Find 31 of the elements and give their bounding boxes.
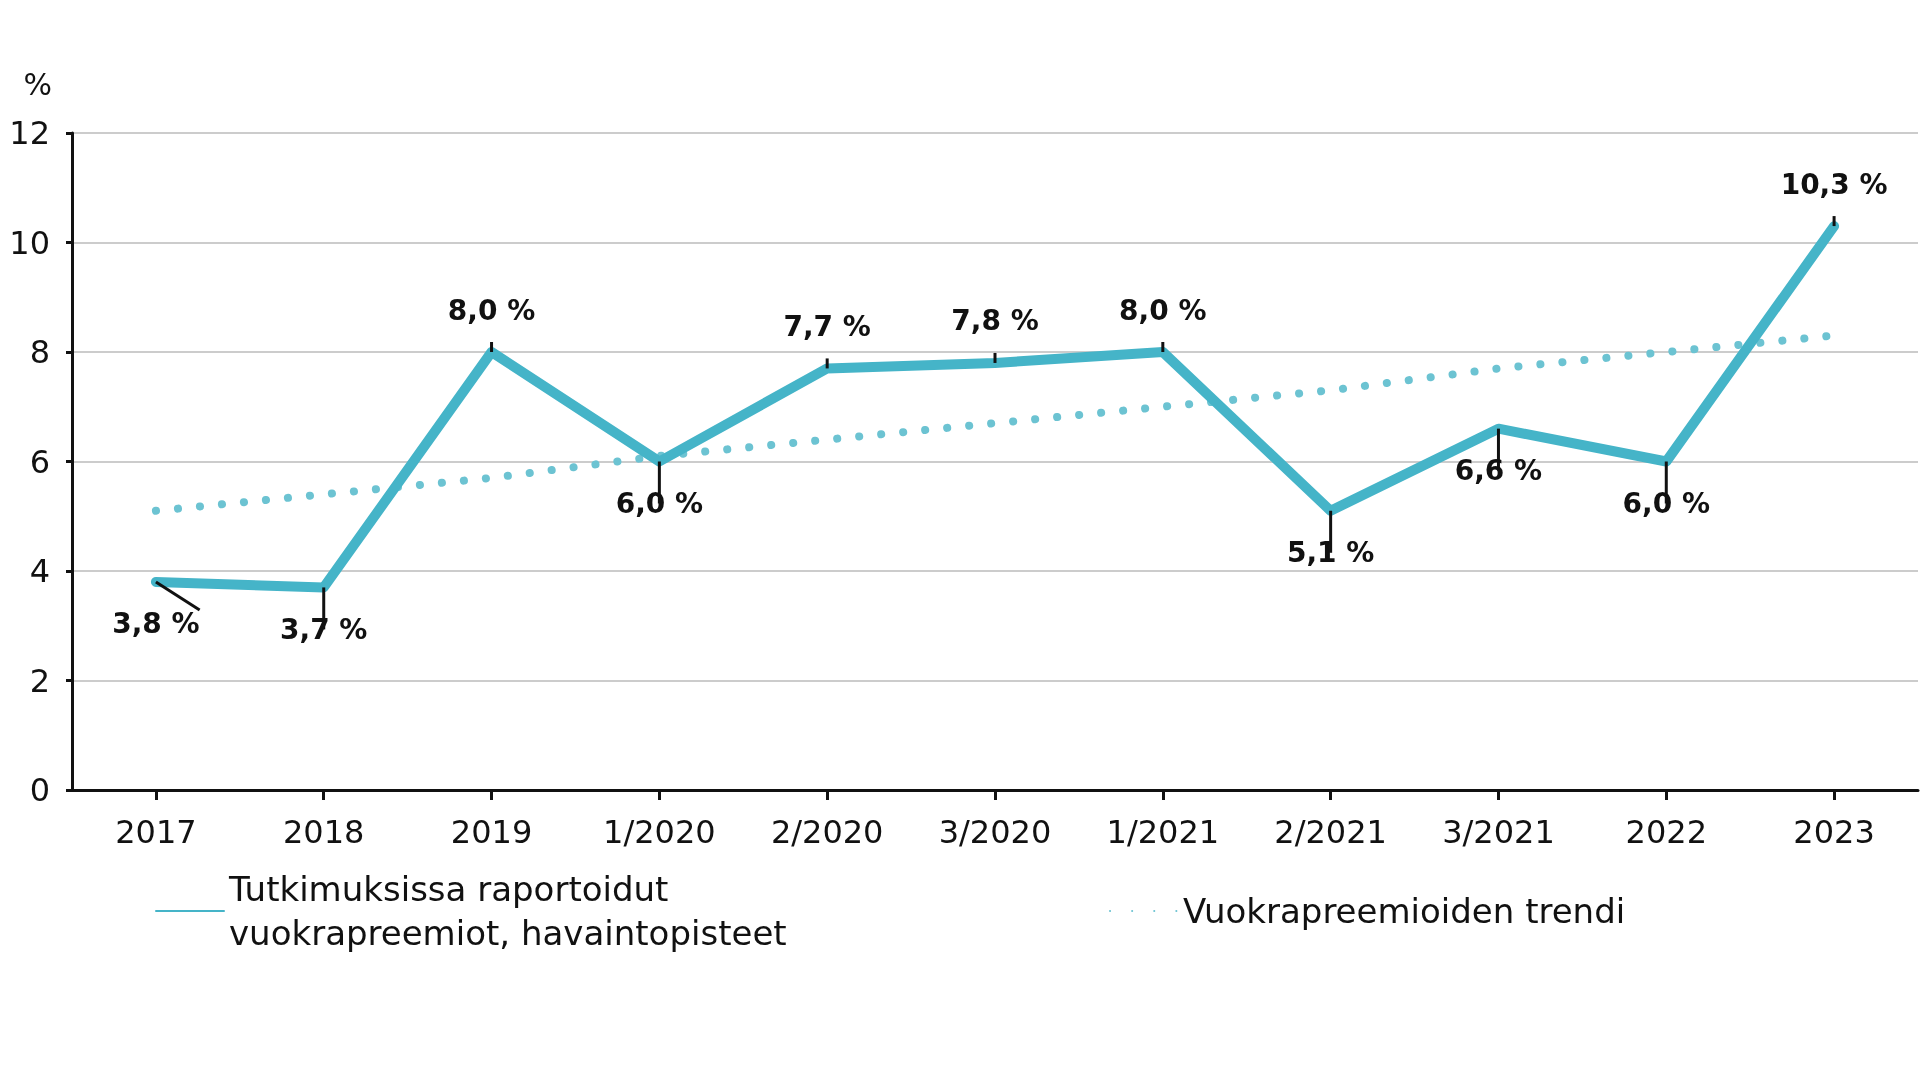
- x-tick-label: 2019: [450, 813, 533, 851]
- y-tick-label: 10: [9, 223, 50, 262]
- data-label: 7,8 %: [951, 304, 1039, 338]
- data-label: 6,0 %: [615, 487, 704, 520]
- x-tick-label: 2023: [1793, 813, 1875, 851]
- y-tick-label: 8: [29, 333, 50, 371]
- data-label: 8,0 %: [1119, 293, 1207, 327]
- data-label: 6,6 %: [1454, 454, 1543, 488]
- x-tick-label: 1/2021: [1106, 813, 1220, 851]
- x-tick-label: 2018: [283, 813, 365, 851]
- y-tick-label: 4: [29, 552, 50, 590]
- data-label: 5,1 %: [1286, 536, 1375, 570]
- y-tick-label: 12: [9, 114, 50, 152]
- x-tick-label: 3/2021: [1442, 813, 1555, 851]
- data-label: 3,8 %: [112, 607, 200, 641]
- legend-label: Tutkimuksissa raportoidut vuokrapreemiot, havaintopisteet: [228, 869, 787, 953]
- y-axis-title: %: [23, 66, 52, 102]
- x-tick-label: 2/2021: [1274, 813, 1387, 851]
- data-label: 6,0 %: [1622, 487, 1710, 520]
- legend-label: Vuokrapreemioiden trendi: [1183, 891, 1626, 931]
- x-tick-label: 1/2020: [603, 813, 716, 851]
- x-tick-label: 2022: [1625, 813, 1707, 851]
- data-label: 8,0 %: [447, 293, 536, 327]
- y-tick-label: 0: [29, 771, 50, 809]
- x-tick-label: 3/2020: [938, 813, 1052, 851]
- x-tick-label: 2017: [115, 813, 197, 851]
- y-tick-label: 6: [29, 442, 50, 481]
- data-label: 10,3 %: [1780, 167, 1888, 201]
- data-label: 7,7 %: [783, 309, 871, 343]
- y-tick-label: 2: [29, 661, 50, 700]
- x-tick-label: 2/2020: [770, 813, 884, 851]
